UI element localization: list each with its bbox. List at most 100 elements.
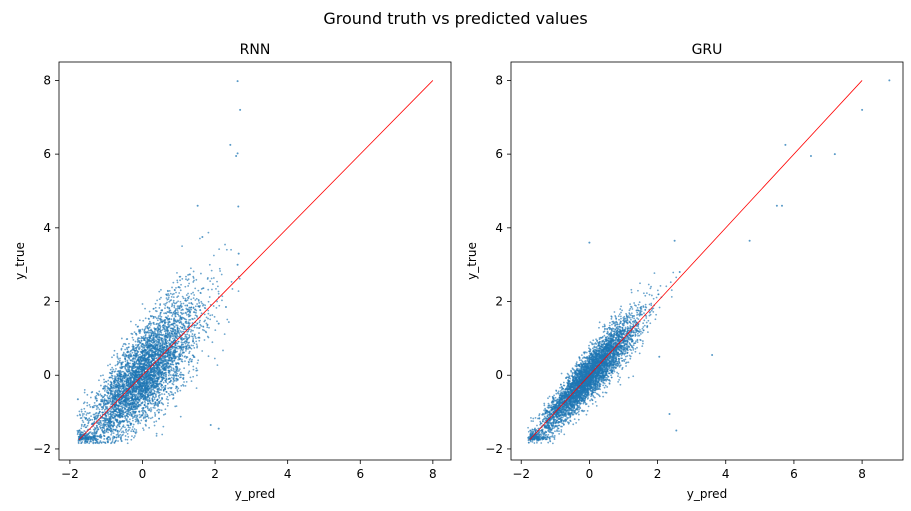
scatter-point [103, 438, 106, 440]
scatter-point [222, 349, 224, 352]
scatter-point [171, 323, 173, 326]
scatter-point [114, 376, 117, 379]
scatter-point [150, 384, 153, 387]
scatter-point [153, 375, 155, 378]
scatter-point [134, 375, 137, 378]
scatter-point [175, 366, 177, 369]
scatter-point [126, 418, 128, 420]
scatter-point [213, 315, 216, 318]
scatter-point [178, 356, 180, 359]
scatter-point [136, 373, 139, 376]
scatter-point [220, 273, 223, 276]
scatter-point [179, 371, 182, 374]
scatter-point [149, 336, 152, 338]
scatter-point [176, 331, 179, 334]
scatter-point [180, 376, 182, 379]
scatter-point [164, 375, 167, 378]
scatter-point [112, 428, 115, 431]
scatter-point [170, 359, 172, 362]
scatter-point [112, 390, 114, 392]
scatter-point [181, 278, 184, 280]
scatter-point [149, 368, 152, 371]
scatter-point [144, 326, 147, 328]
scatter-point [92, 428, 95, 431]
scatter-point [164, 367, 167, 370]
scatter-point [152, 338, 154, 340]
scatter-point [117, 397, 119, 399]
scatter-point [170, 363, 173, 366]
scatter-point [166, 310, 169, 313]
scatter-point [152, 387, 155, 390]
scatter-point [189, 376, 192, 379]
scatter-point [167, 292, 170, 295]
scatter-point [109, 430, 112, 433]
scatter-point [164, 384, 167, 387]
scatter-point [154, 348, 157, 351]
scatter-point [138, 348, 140, 351]
scatter-point [163, 372, 166, 375]
scatter-point [83, 425, 85, 428]
scatter-point [174, 320, 177, 323]
scatter-point [153, 390, 156, 393]
scatter-point [132, 366, 134, 368]
scatter-point [141, 343, 144, 345]
scatter-point [144, 374, 147, 377]
scatter-point [149, 315, 152, 317]
scatter-point [192, 277, 195, 279]
scatter-point [80, 423, 83, 426]
scatter-point [148, 318, 150, 320]
scatter-point [103, 409, 106, 411]
scatter-point [178, 368, 181, 371]
scatter-point [198, 327, 200, 330]
scatter-point [184, 321, 187, 324]
scatter-point [168, 326, 170, 328]
scatter-point [150, 328, 152, 331]
scatter-point [179, 352, 182, 354]
scatter-point [112, 386, 115, 389]
scatter-point [174, 348, 177, 351]
scatter-point [119, 402, 122, 405]
scatter-point [97, 421, 100, 424]
scatter-point [173, 317, 176, 320]
scatter-point [196, 369, 199, 372]
scatter-point [157, 387, 160, 390]
scatter-point [176, 281, 179, 284]
scatter-point [168, 289, 171, 292]
scatter-point [174, 344, 177, 347]
scatter-point [126, 414, 128, 417]
scatter-point [144, 359, 146, 362]
scatter-point [143, 409, 146, 412]
scatter-point [172, 324, 175, 327]
scatter-point [137, 404, 140, 407]
scatter-point [113, 399, 115, 402]
scatter-point [154, 415, 157, 417]
scatter-point [171, 354, 174, 357]
scatter-point [110, 408, 113, 411]
scatter-point [102, 432, 105, 435]
scatter-point [176, 327, 179, 329]
scatter-point [125, 410, 128, 413]
scatter-point [136, 400, 138, 403]
scatter-point [152, 406, 155, 409]
scatter-point [110, 372, 113, 375]
scatter-point [93, 402, 96, 404]
scatter-point [152, 366, 155, 369]
scatter-point [161, 362, 163, 365]
scatter-point [126, 384, 128, 387]
scatter-point [159, 342, 162, 345]
scatter-point [124, 360, 127, 363]
scatter-point [175, 385, 178, 388]
scatter-point [152, 395, 155, 398]
scatter-point [207, 336, 210, 339]
scatter-point [146, 413, 149, 416]
scatter-point [135, 419, 138, 422]
scatter-point [198, 321, 201, 324]
scatter-point [164, 338, 167, 341]
scatter-point [159, 314, 162, 317]
scatter-point [152, 334, 155, 337]
scatter-point [76, 414, 79, 417]
scatter-point [129, 408, 132, 411]
scatter-point [188, 282, 190, 285]
scatter-point [153, 359, 155, 361]
scatter-point [141, 378, 144, 381]
